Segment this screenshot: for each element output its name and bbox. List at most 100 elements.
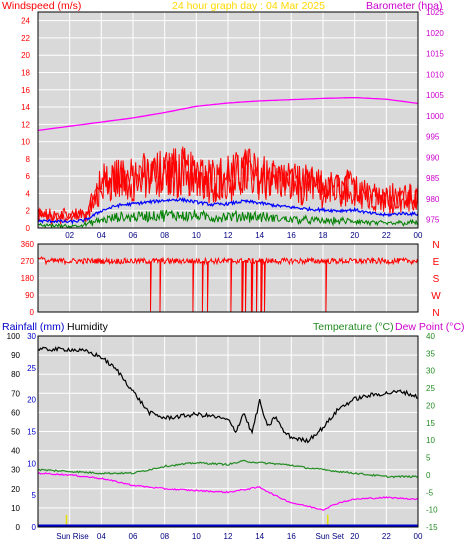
rain-y-tick-label: 5 (32, 491, 37, 500)
humidity-panel-frame (37, 335, 419, 528)
wind-x-tick-label: 14 (255, 231, 264, 240)
baro-y-tick-label: 1020 (426, 29, 444, 38)
graph-date-title: 24 hour graph day : 04 Mar 2025 (172, 0, 325, 12)
wind-y-tick-label: 24 (21, 17, 30, 26)
humidity-x-tick-label: Sun Rise (56, 532, 89, 541)
rainfall-title: Rainfall (mm) (2, 321, 64, 333)
compass-label: W (431, 291, 441, 302)
humidity-panel-grid (38, 335, 419, 528)
wind-y-tick-label: 16 (21, 86, 30, 95)
wind-y-tick-label: 14 (21, 103, 30, 112)
humidity-y-tick-label: 100 (7, 332, 21, 341)
baro-y-tick-label: 975 (426, 216, 440, 225)
rain-y-tick-label: 0 (32, 523, 37, 532)
dewpoint-title: Dew Point (°C) (395, 321, 465, 333)
wind-x-tick-label: 00 (414, 231, 423, 240)
humidity-x-tick-label: 12 (224, 532, 233, 541)
wind-y-tick-label: 0 (26, 224, 31, 233)
temp-y-tick-label: 20 (426, 401, 435, 410)
wind-y-tick-label: 6 (26, 172, 31, 181)
baro-y-tick-label: 995 (426, 133, 440, 142)
compass-label: E (433, 257, 440, 268)
temp-y-tick-label: 40 (426, 332, 435, 341)
humidity-panel-series (37, 346, 419, 527)
compass-label: S (433, 274, 440, 285)
humidity-x-tick-label: 10 (192, 532, 201, 541)
dewpoint-line (37, 472, 419, 511)
humidity-x-tick-label: 06 (129, 532, 138, 541)
humidity-panel-ticks: 0102030405060708090100051015202530-15-10… (7, 332, 438, 541)
wind-y-tick-label: 22 (21, 34, 30, 43)
wind-panel-frame (37, 11, 419, 229)
wind-low-line (37, 209, 419, 229)
temp-y-tick-label: 25 (426, 384, 435, 393)
humidity-y-tick-label: 30 (11, 466, 20, 475)
wind-x-tick-label: 08 (160, 231, 169, 240)
wind-x-tick-label: 06 (129, 231, 138, 240)
rain-y-tick-label: 10 (27, 459, 36, 468)
temp-y-tick-label: 15 (426, 419, 435, 428)
humidity-y-tick-label: 10 (11, 504, 20, 513)
wind-y-tick-label: 10 (21, 138, 30, 147)
direction-panel-frame (37, 243, 419, 313)
baro-y-tick-label: 1000 (426, 112, 444, 121)
humidity-y-tick-label: 20 (11, 485, 20, 494)
barometer-title: Barometer (hpa) (366, 0, 442, 12)
wind-gust-line-2 (37, 148, 419, 226)
wind-y-tick-label: 8 (26, 155, 31, 164)
wind-x-tick-label: 04 (97, 231, 106, 240)
wind-x-tick-label: 02 (65, 231, 74, 240)
humidity-y-tick-label: 60 (11, 408, 20, 417)
humidity-y-tick-label: 80 (11, 370, 20, 379)
rain-y-tick-label: 25 (27, 364, 36, 373)
direction-line (37, 256, 419, 313)
rain-y-tick-label: 15 (27, 428, 36, 437)
temp-y-tick-label: -15 (426, 523, 438, 532)
humidity-x-tick-label: 14 (255, 532, 264, 541)
wind-y-tick-label: 4 (26, 189, 31, 198)
humidity-y-tick-label: 0 (16, 523, 21, 532)
direction-y-tick-label: 90 (25, 291, 34, 300)
baro-y-tick-label: 1015 (426, 50, 444, 59)
direction-y-tick-label: 180 (21, 274, 35, 283)
humidity-x-tick-label: 00 (414, 532, 423, 541)
baro-y-tick-label: 985 (426, 174, 440, 183)
temp-y-tick-label: 5 (426, 454, 431, 463)
wind-x-tick-label: 10 (192, 231, 201, 240)
temp-y-tick-label: -5 (426, 488, 434, 497)
wind-avg-line (37, 196, 419, 225)
temp-y-tick-label: -10 (426, 506, 438, 515)
rain-y-tick-label: 20 (27, 396, 36, 405)
wind-x-tick-label: 18 (319, 231, 328, 240)
rain-y-tick-label: 30 (27, 332, 36, 341)
wind-y-tick-label: 12 (21, 120, 30, 129)
direction-y-tick-label: 360 (21, 240, 35, 249)
temperature-line (37, 459, 419, 479)
humidity-y-tick-label: 90 (11, 351, 20, 360)
humidity-x-tick-label: 04 (97, 532, 106, 541)
temp-y-tick-label: 10 (426, 436, 435, 445)
windspeed-title: Windspeed (m/s) (2, 0, 81, 12)
temp-y-tick-label: 30 (426, 367, 435, 376)
wind-panel-ticks: 0246810121416182022249759809859909951000… (21, 8, 444, 240)
baro-y-tick-label: 980 (426, 195, 440, 204)
humidity-y-tick-label: 50 (11, 428, 20, 437)
wind-panel-series (37, 96, 419, 229)
humidity-y-tick-label: 40 (11, 447, 20, 456)
baro-y-tick-label: 1005 (426, 91, 444, 100)
wind-x-tick-label: 22 (382, 231, 391, 240)
wind-y-tick-label: 18 (21, 68, 30, 77)
baro-y-tick-label: 1025 (426, 8, 444, 17)
wind-x-tick-label: 12 (224, 231, 233, 240)
wind-y-tick-label: 20 (21, 51, 30, 60)
temp-y-tick-label: 35 (426, 349, 435, 358)
compass-label: N (432, 240, 439, 251)
humidity-x-tick-label: 20 (350, 532, 359, 541)
humidity-x-tick-label: 16 (287, 532, 296, 541)
humidity-y-tick-label: 70 (11, 389, 20, 398)
temp-y-tick-label: 0 (426, 471, 431, 480)
direction-y-tick-label: 270 (21, 257, 35, 266)
